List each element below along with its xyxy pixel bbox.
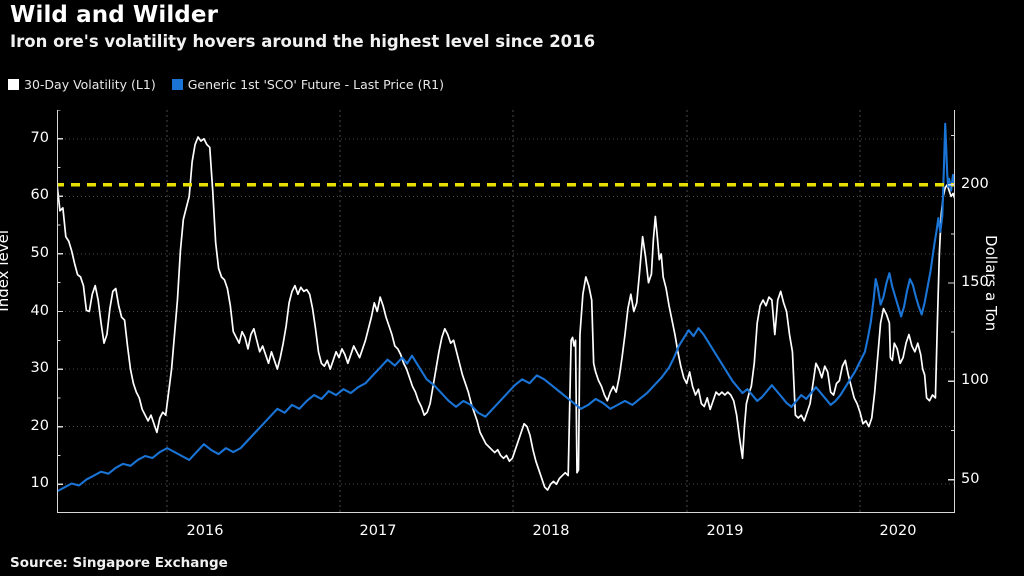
- y-axis-left-tick-label: 10: [30, 475, 49, 492]
- y-axis-left-tick-label: 20: [30, 417, 49, 434]
- y-axis-left-tick-label: 70: [30, 129, 49, 146]
- page-subtitle: Iron ore's volatility hovers around the …: [10, 32, 596, 51]
- y-axis-right-tick-label: 50: [961, 470, 980, 487]
- y-axis-left-tick-label: 60: [30, 187, 49, 204]
- series-line-future: [57, 122, 955, 493]
- y-axis-right-tick-label: 200: [961, 175, 989, 192]
- x-axis-tick-label: 2019: [706, 523, 744, 539]
- y-axis-right-tick-label: 100: [961, 372, 989, 389]
- legend-swatch-future: [171, 79, 183, 90]
- y-axis-left-tick-label: 40: [30, 302, 49, 319]
- series-line-volatility: [57, 136, 955, 491]
- source-note: Source: Singapore Exchange: [10, 555, 228, 571]
- x-axis-tick-label: 2016: [186, 523, 224, 539]
- legend-swatch-volatility: [8, 79, 19, 90]
- x-axis-tick-label: 2020: [879, 523, 917, 539]
- legend-label-volatility: 30-Day Volatility (L1): [24, 77, 156, 92]
- page-title: Wild and Wilder: [10, 2, 219, 28]
- y-axis-right-tick-label: 150: [961, 273, 989, 290]
- x-axis-tick-label: 2017: [359, 523, 397, 539]
- legend-item-future: Generic 1st 'SCO' Future - Last Price (R…: [171, 77, 444, 92]
- x-axis-tick-label: 2018: [532, 523, 570, 539]
- legend-label-future: Generic 1st 'SCO' Future - Last Price (R…: [187, 77, 444, 92]
- plot-area: [57, 110, 955, 513]
- chart-legend: 30-Day Volatility (L1) Generic 1st 'SCO'…: [8, 77, 444, 92]
- y-axis-left-tick-label: 50: [30, 244, 49, 261]
- chart-svg: [57, 110, 955, 513]
- legend-item-volatility: 30-Day Volatility (L1): [8, 77, 156, 92]
- y-axis-left-tick-label: 30: [30, 360, 49, 377]
- y-axis-left-title: Index level: [0, 230, 12, 312]
